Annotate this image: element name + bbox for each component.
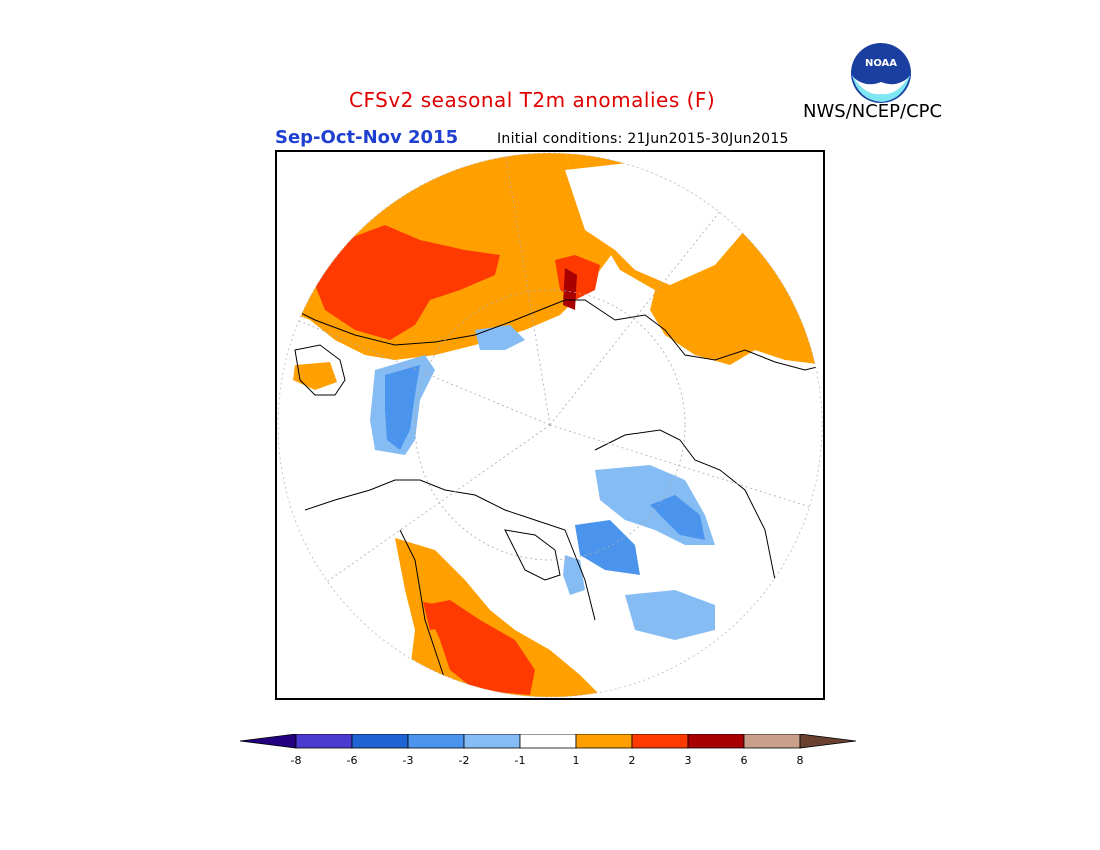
anomaly-region-west-us-hot: [425, 600, 535, 695]
legend-arrow-left: [239, 734, 297, 749]
legend-swatch: [575, 734, 633, 749]
legend-tick-label: 8: [797, 754, 804, 767]
anomaly-region-pacific-coast-hot: [423, 602, 445, 630]
legend-tick-label: -2: [459, 754, 470, 767]
legend-swatch: [519, 734, 577, 749]
map-border: [275, 150, 825, 700]
coastline-europe: [278, 299, 616, 346]
legend-swatch: [687, 734, 745, 749]
anomaly-region-arctic-ocean-cool: [475, 325, 525, 350]
coastline-north-america: [304, 479, 596, 621]
meridian-line: [549, 204, 726, 426]
anomaly-region-canada-small-warm: [293, 362, 337, 390]
coastline-greenland: [294, 344, 346, 396]
anomaly-region-mongolia-cool: [625, 590, 715, 640]
legend-swatch: [631, 734, 689, 749]
globe-outline: [277, 152, 823, 698]
coastline-asia-east: [594, 429, 796, 621]
legend-tick-label: 2: [629, 754, 636, 767]
coastline-siberia: [614, 314, 822, 371]
initial-conditions-label: Initial conditions: 21Jun2015-30Jun2015: [497, 131, 789, 147]
legend-tick-label: -3: [403, 754, 414, 767]
coastline-hudson-bay: [504, 529, 561, 581]
legend-tick-label: 6: [741, 754, 748, 767]
legend-tick-label: -6: [347, 754, 358, 767]
anomaly-region-central-siberia-cool: [575, 520, 640, 575]
legend-tick-label: -1: [515, 754, 526, 767]
legend-tick-label: 3: [685, 754, 692, 767]
color-legend: -8 -6 -3 -2 -1 1 2 3 6 8: [239, 734, 857, 767]
meridian-line: [549, 424, 821, 511]
anomaly-region-novaya-zemlya-hotter: [563, 268, 577, 310]
legend-swatch: [407, 734, 465, 749]
noaa-logo-icon: NOAA: [851, 43, 911, 103]
polar-anomaly-map: [275, 150, 825, 700]
anomaly-region-alaska-colder: [385, 365, 420, 450]
latitude-circle: [414, 289, 686, 561]
season-label: Sep-Oct-Nov 2015: [275, 127, 459, 148]
map-title: CFSv2 seasonal T2m anomalies (F): [349, 88, 716, 112]
legend-arrow-right: [799, 734, 857, 749]
noaa-logo-text: NOAA: [865, 58, 897, 69]
legend-tick-label: -8: [291, 754, 302, 767]
legend-swatch: [351, 734, 409, 749]
anomaly-region-europe-hot: [313, 225, 500, 340]
legend-swatch: [295, 734, 353, 749]
legend-tick-label: 1: [573, 754, 580, 767]
agency-label: NWS/NCEP/CPC: [803, 101, 943, 122]
meridian-line: [504, 153, 551, 426]
legend-swatch: [743, 734, 801, 749]
legend-swatch: [463, 734, 521, 749]
anomaly-region-east-siberia-colder: [650, 495, 705, 540]
